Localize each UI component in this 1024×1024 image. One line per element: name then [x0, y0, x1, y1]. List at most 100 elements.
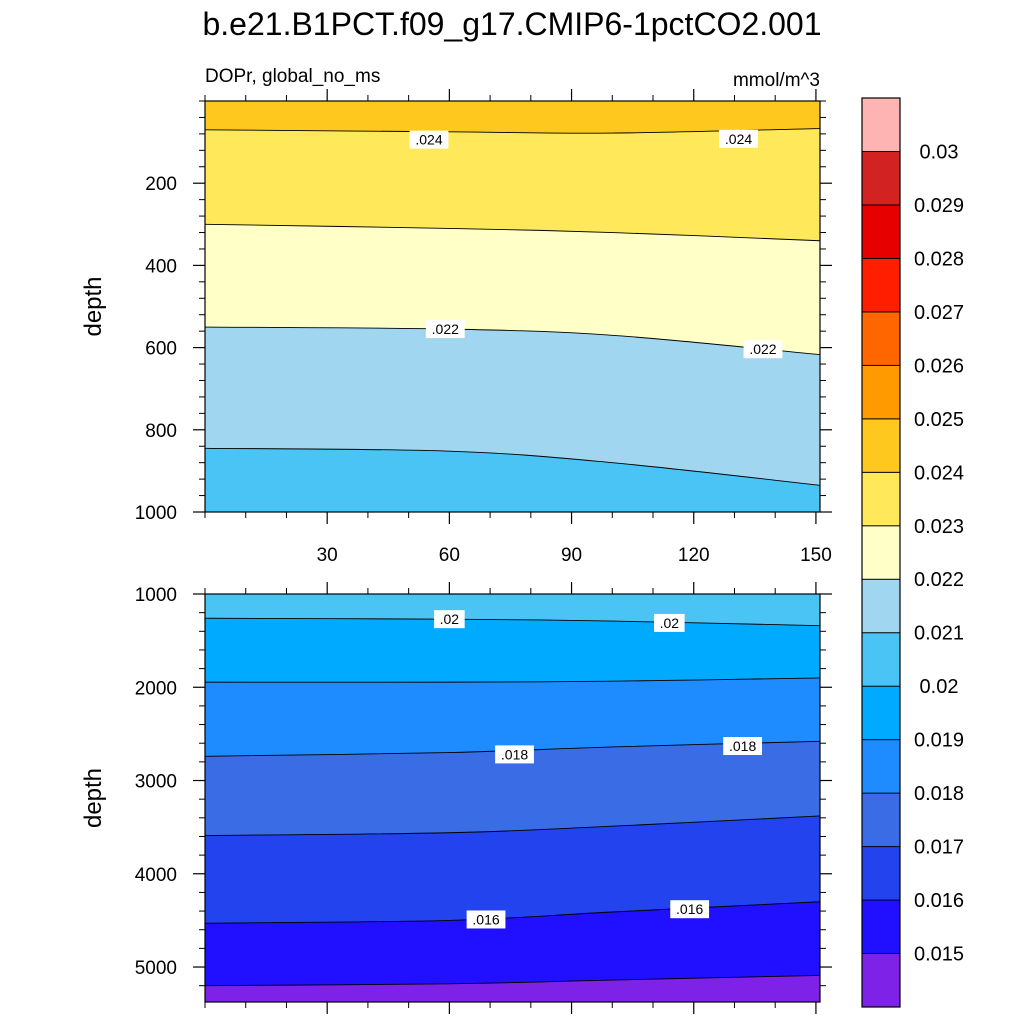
x-tick-label: 120 [678, 545, 710, 566]
contour-label-text: .016 [676, 901, 703, 917]
contour-line [205, 223, 820, 242]
colorbar-label: 0.016 [914, 890, 964, 912]
colorbar-swatch [861, 846, 901, 901]
contour-label-box [670, 900, 710, 919]
colorbar-swatch [861, 632, 901, 687]
contour-label: .022 [425, 320, 465, 339]
contour-label-text: .016 [472, 911, 499, 927]
colorbar-swatch [861, 418, 901, 473]
x-tick-label: 30 [317, 545, 338, 566]
contour-label-text: .024 [415, 132, 442, 148]
colorbar-label: 0.022 [914, 569, 964, 591]
contour-band [205, 975, 820, 1002]
x-tick-label: 60 [439, 545, 460, 566]
contour-band [205, 448, 820, 512]
contour-label-box [719, 129, 758, 148]
contour-label: .02 [654, 613, 685, 632]
colorbar-label: 0.027 [914, 302, 964, 324]
colorbar-label: 0.017 [914, 837, 964, 859]
plot-frame [204, 593, 821, 1003]
y-tick-label: 3000 [135, 772, 177, 793]
contour-label-box [434, 610, 465, 629]
contour-label-box [425, 320, 465, 339]
contour-label: .018 [495, 745, 534, 764]
contour-label-text: .02 [440, 611, 460, 627]
colorbar-label: 0.028 [914, 248, 964, 270]
contour-label: .024 [409, 130, 449, 149]
contour-line [205, 617, 820, 627]
colorbar-label: 0.03 [920, 141, 959, 163]
colorbar-label: 0.02 [920, 676, 959, 698]
colorbar: 0.015 0.016 0.017 0.018 0.019 0.02 0.021 0.022 0… [861, 97, 964, 1008]
colorbar-swatch [861, 739, 901, 794]
contour-label-box [466, 910, 506, 929]
colorbar-label: 0.029 [914, 195, 964, 217]
chart-subtitle-variable: DOPr, global_no_ms [205, 66, 380, 87]
y-tick-label: 400 [145, 256, 177, 277]
colorbar-swatch [861, 685, 901, 741]
y-tick-label: 200 [145, 174, 177, 195]
colorbar-swatch [861, 899, 901, 954]
y-axis-label: depth [80, 276, 107, 336]
chart-title: b.e21.B1PCT.f09_g17.CMIP6-1pctCO2.001 [202, 6, 821, 42]
contour-label-text: .018 [729, 738, 756, 754]
contour-label-box [723, 737, 763, 756]
chart-subtitle-units: mmol/m^3 [733, 70, 820, 91]
top-panel: 200 400 600 800 1000 30 60 90 120 150 depth .024 .02… [80, 89, 832, 566]
colorbar-label: 0.018 [914, 783, 964, 805]
contour-line [205, 815, 820, 836]
y-tick-label: 5000 [135, 958, 177, 979]
contour-line [205, 326, 820, 356]
y-tick-label: 800 [145, 421, 177, 442]
colorbar-swatch [861, 97, 901, 152]
contour-label-text: .02 [660, 615, 680, 631]
contour-line [205, 974, 820, 987]
contour-fill-area [205, 101, 820, 512]
contour-line [205, 677, 820, 683]
contour-label-box [495, 745, 534, 764]
contour-label: .016 [466, 910, 506, 929]
colorbar-swatch [861, 364, 901, 420]
x-tick-label: 90 [561, 545, 582, 566]
colorbar-label: 0.024 [914, 462, 964, 484]
colorbar-swatch [861, 578, 901, 634]
contour-label: .02 [434, 610, 465, 629]
contour-label-text: .018 [501, 746, 528, 762]
y-tick-label: 1000 [135, 585, 177, 606]
colorbar-swatch [861, 525, 901, 580]
contour-label-text: .024 [725, 131, 752, 147]
y-tick-label: 1000 [135, 503, 177, 524]
plot-frame [204, 100, 821, 513]
y-tick-label: 4000 [135, 865, 177, 886]
colorbar-swatch [861, 792, 901, 848]
contour-band [205, 901, 820, 1002]
colorbar-label: 0.021 [914, 623, 964, 645]
colorbar-label: 0.015 [914, 944, 964, 966]
colorbar-label: 0.026 [914, 355, 964, 377]
colorbar-frame [861, 97, 901, 1008]
x-tick-label: 150 [800, 545, 832, 566]
contour-label: .018 [723, 737, 763, 756]
contour-label-text: .022 [432, 321, 459, 337]
colorbar-swatch [861, 471, 901, 527]
contour-label-box [743, 340, 783, 359]
y-axis-label: depth [80, 768, 107, 828]
y-tick-label: 600 [145, 339, 177, 360]
contour-label: .024 [719, 129, 758, 148]
y-tick-label: 2000 [135, 678, 177, 699]
colorbar-swatch [861, 151, 901, 206]
colorbar-label: 0.023 [914, 516, 964, 538]
colorbar-swatch [861, 311, 901, 366]
colorbar-label: 0.019 [914, 730, 964, 752]
bottom-panel: 1000 2000 3000 4000 5000 depth .02 .02 .018 .018.… [80, 582, 832, 1014]
contour-label-box [409, 130, 449, 149]
contour-label-text: .022 [749, 341, 776, 357]
colorbar-swatch [861, 257, 901, 313]
colorbar-swatch [861, 204, 901, 259]
contour-label: .016 [670, 900, 710, 919]
contour-label: .022 [743, 340, 783, 359]
contour-line [205, 447, 820, 486]
contour-label-box [654, 613, 685, 632]
contour-fill-area [205, 594, 820, 1002]
